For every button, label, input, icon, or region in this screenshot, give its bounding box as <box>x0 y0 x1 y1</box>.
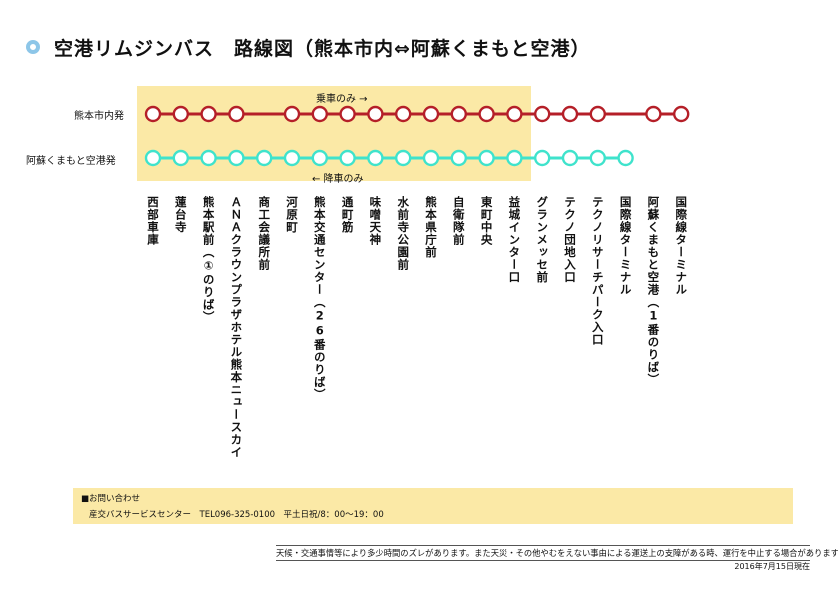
contact-box: ■お問い合わせ 産交バスサービスセンター TEL096-325-0100 平土日… <box>73 488 793 524</box>
stop-marker <box>311 105 328 123</box>
as-of-date: 2016年7月15日現在 <box>734 562 810 571</box>
stop-marker <box>561 105 579 123</box>
stop-name: 阿蘇くまもと空港（1番のりば） <box>646 196 661 386</box>
stop-marker <box>395 105 412 123</box>
stop-marker <box>339 149 356 167</box>
stop-name: 通町筋 <box>340 196 355 234</box>
stop-marker <box>395 149 412 167</box>
stop-marker <box>450 149 467 167</box>
stop-marker <box>506 105 523 123</box>
stop-name: グランメッセ前 <box>535 196 550 284</box>
stop-marker <box>144 105 162 123</box>
page-title: 空港リムジンバス 路線図（熊本市内⇔阿蘇くまもと空港） <box>26 34 591 60</box>
disclaimer: 天候・交通事情等により多少時間のズレがあります。また天災・その他やむをえない事由… <box>276 545 838 561</box>
stop-name: 熊本県庁前 <box>424 196 438 259</box>
stop-marker <box>478 149 495 167</box>
stop-name: 国際線ターミナル <box>674 196 689 296</box>
stop-marker <box>283 149 301 167</box>
stop-marker <box>144 149 162 167</box>
stop-marker <box>256 149 273 167</box>
stop-marker <box>450 105 467 123</box>
stop-name: 自衛隊前 <box>451 196 466 246</box>
stop-marker <box>172 149 190 167</box>
stop-marker <box>200 105 217 123</box>
stop-marker <box>506 149 523 167</box>
stop-name: テクノ団地入口 <box>563 196 577 284</box>
stop-marker <box>617 149 634 167</box>
stop-name: 東町中央 <box>479 196 494 246</box>
stop-marker <box>339 105 356 123</box>
stop-marker <box>589 105 606 123</box>
stop-name: 蓮台寺 <box>173 196 188 234</box>
stop-name: ＡＮＡクラウンプラザホテル熊本ニュースカイ <box>229 196 244 459</box>
stop-marker <box>534 105 551 123</box>
circle-icon <box>26 40 40 54</box>
stop-marker <box>228 149 245 167</box>
stop-name: 水前寺公園前 <box>396 196 411 271</box>
stop-name: 商工会議所前 <box>257 196 272 271</box>
boarding-only-note: 乗車のみ → <box>316 94 368 105</box>
boarding-only-zone <box>137 86 531 181</box>
stop-name: 熊本駅前（①のりば） <box>201 196 216 324</box>
stop-marker <box>589 149 606 167</box>
stop-marker <box>673 105 690 123</box>
stop-marker <box>283 105 301 123</box>
stop-marker <box>422 105 440 123</box>
stop-marker <box>200 149 217 167</box>
stop-marker <box>311 149 328 167</box>
stop-name: 熊本交通センター（26番のりば） <box>312 196 327 401</box>
route-label-teal: 阿蘇くまもと空港発 <box>26 156 116 167</box>
stop-name: 国際線ターミナル <box>618 196 633 296</box>
stop-name: 味噌天神 <box>368 196 383 246</box>
stop-marker <box>228 105 245 123</box>
stop-marker <box>478 105 495 123</box>
stop-marker <box>367 149 384 167</box>
stop-name: 河原町 <box>285 196 299 234</box>
contact-title: ■お問い合わせ <box>81 494 141 504</box>
stop-name: テクノリサーチパーク入口 <box>590 196 605 346</box>
route-label-red: 熊本市内発 <box>74 111 124 122</box>
stop-marker <box>561 149 579 167</box>
contact-line: 産交バスサービスセンター TEL096-325-0100 平土日祝/8：00〜1… <box>89 510 384 520</box>
alighting-only-note: ← 降車のみ <box>312 174 364 185</box>
stop-marker <box>422 149 440 167</box>
stop-marker <box>534 149 551 167</box>
stop-name: 益城インター口 <box>507 196 522 284</box>
stop-name: 西部車庫 <box>146 196 160 246</box>
title-text: 空港リムジンバス 路線図（熊本市内⇔阿蘇くまもと空港） <box>54 37 591 60</box>
stop-marker <box>645 105 662 123</box>
stop-list: 西部車庫 蓮台寺 熊本駅前（①のりば） ＡＮＡクラウンプラザホテル熊本ニュースカイ 商工… <box>0 196 838 466</box>
stop-marker <box>367 105 384 123</box>
stop-marker <box>172 105 190 123</box>
